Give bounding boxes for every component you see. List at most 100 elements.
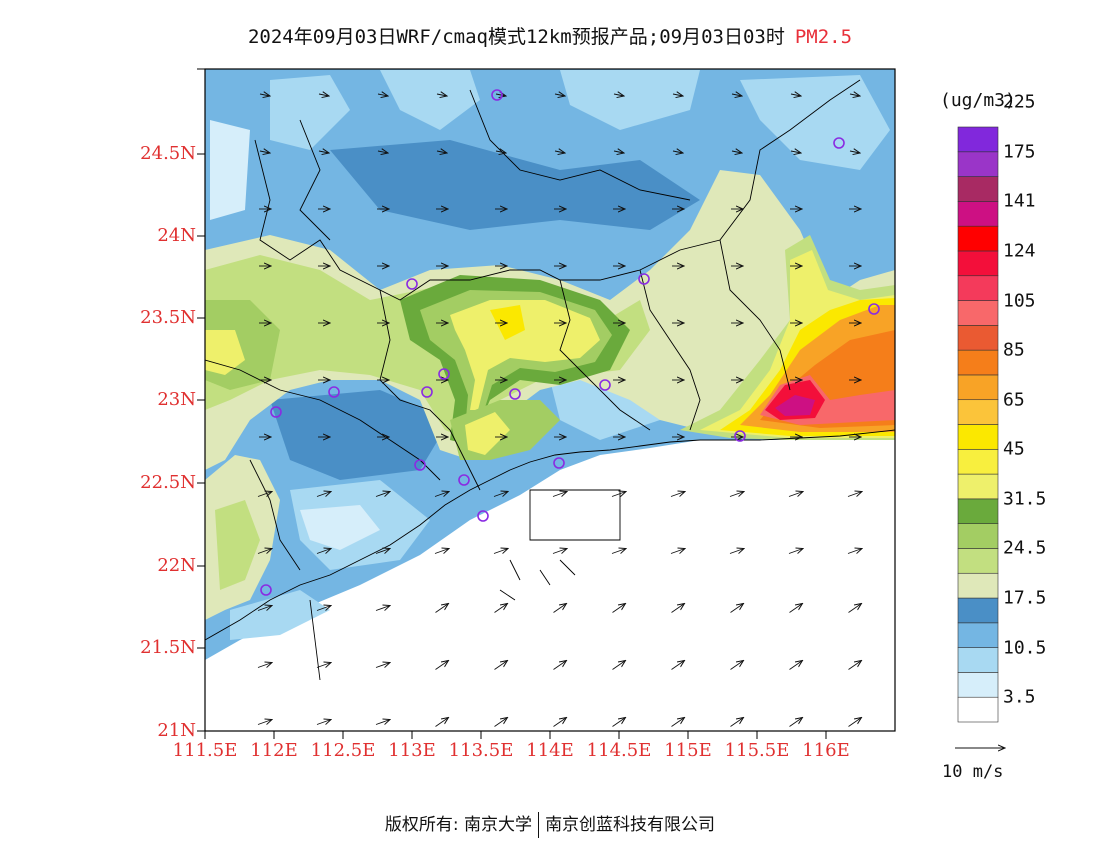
wind-vector: [849, 94, 860, 96]
colorbar-label: 45: [1003, 438, 1025, 460]
lon-label: 113E: [388, 740, 436, 761]
wind-vector: [375, 606, 390, 611]
wind-vector: [257, 606, 272, 611]
wind-vector: [672, 94, 683, 96]
wind-vector: [730, 661, 744, 670]
lon-label: 113.5E: [448, 740, 514, 761]
wind-vector: [318, 151, 329, 153]
colorbar-swatch: [957, 250, 999, 277]
wind-vector: [434, 492, 449, 497]
colorbar-label: 24.5: [1003, 537, 1047, 559]
wind-vector: [613, 151, 624, 153]
lon-label: 114E: [526, 740, 574, 761]
wind-vector: [553, 661, 567, 670]
monitoring-stations: [260, 89, 880, 596]
colorbar-swatch: [957, 151, 999, 177]
colorbar-label: 141: [1003, 190, 1036, 212]
wind-vector: [670, 549, 685, 554]
wind-vector: [436, 94, 447, 96]
wind-vector: [731, 151, 742, 153]
wind-vector: [789, 604, 803, 613]
wind-vector: [847, 492, 862, 497]
wind-vector: [554, 151, 565, 153]
lat-label: 21.5N: [140, 637, 196, 658]
wind-vector: [671, 604, 685, 613]
axis-ticks: [197, 68, 827, 739]
lon-label: 112E: [250, 740, 298, 761]
wind-vector: [377, 94, 388, 96]
lat-label: 23N: [157, 389, 196, 410]
wind-vector: [436, 151, 447, 153]
wind-vector: [257, 663, 272, 668]
wind-vector: [435, 604, 449, 613]
lon-label: 115.5E: [724, 740, 790, 761]
wind-vector: [554, 94, 565, 96]
footer-divider: [538, 812, 540, 838]
colorbar-swatch: [957, 448, 999, 475]
wind-vector: [612, 661, 626, 670]
wind-vector: [671, 661, 685, 670]
wind-vector: [375, 663, 390, 668]
wind-vector: [848, 718, 862, 727]
wind-vector: [849, 151, 860, 153]
wind-vector: [613, 94, 624, 96]
colorbar-swatch: [957, 597, 999, 624]
reference-vector-label: 10 m/s: [942, 762, 1004, 782]
colorbar-swatch: [957, 275, 999, 301]
wind-vector: [729, 549, 744, 554]
colorbar-label: 10.5: [1003, 637, 1047, 659]
colorbar-swatch: [957, 201, 999, 227]
wind-vector: [789, 718, 803, 727]
wind-vector: [670, 492, 685, 497]
colorbar-label: 85: [1003, 339, 1025, 361]
title-main: 2024年09月03日WRF/cmaq模式12km预报产品;09月03日03时: [247, 26, 785, 48]
wind-vector: [435, 718, 449, 727]
lat-label: 22.5N: [140, 472, 196, 493]
wind-vector: [789, 661, 803, 670]
colorbar-swatch: [957, 473, 999, 500]
lat-label: 24N: [157, 225, 196, 246]
colorbar-swatch: [957, 696, 999, 723]
wind-vector: [790, 94, 801, 96]
wind-vector: [316, 663, 331, 668]
wind-vector: [375, 720, 390, 725]
colorbar-swatch: [957, 572, 999, 599]
colorbar-label: 105: [1003, 290, 1036, 312]
wind-vector: [611, 549, 626, 554]
wind-vector: [672, 151, 683, 153]
colorbar-swatch: [957, 399, 999, 425]
wind-vector: [316, 549, 331, 554]
wind-vector: [552, 549, 567, 554]
wind-vector: [612, 718, 626, 727]
lat-label: 21N: [157, 720, 196, 741]
colorbar-swatch: [957, 325, 999, 351]
colorbar-swatch: [957, 424, 999, 450]
colorbar-unit: (ug/m3): [940, 90, 1016, 111]
lon-label: 111.5E: [172, 740, 238, 761]
wind-vector: [612, 604, 626, 613]
wind-vector: [316, 492, 331, 497]
wind-vector: [730, 718, 744, 727]
wind-vector: [375, 492, 390, 497]
colorbar-label: 124: [1003, 240, 1036, 262]
lat-label: 24.5N: [140, 143, 196, 164]
wind-vector: [553, 718, 567, 727]
colorbar-swatch: [957, 548, 999, 574]
wind-vector: [730, 604, 744, 613]
colorbar: [957, 126, 999, 723]
wind-vector: [848, 661, 862, 670]
colorbar-swatch: [957, 126, 999, 153]
footer-left: 版权所有: 南京大学: [384, 815, 533, 835]
colorbar-swatch: [957, 349, 999, 376]
wind-vector: [434, 549, 449, 554]
wind-vector: [553, 604, 567, 613]
wind-vector: [316, 606, 331, 611]
wind-vector: [731, 94, 742, 96]
footer-right: 南京创蓝科技有限公司: [545, 815, 716, 835]
wind-vector: [259, 151, 270, 153]
wind-vector: [788, 549, 803, 554]
wind-vector: [611, 492, 626, 497]
wind-vector: [790, 151, 801, 153]
wind-vector: [493, 492, 508, 497]
